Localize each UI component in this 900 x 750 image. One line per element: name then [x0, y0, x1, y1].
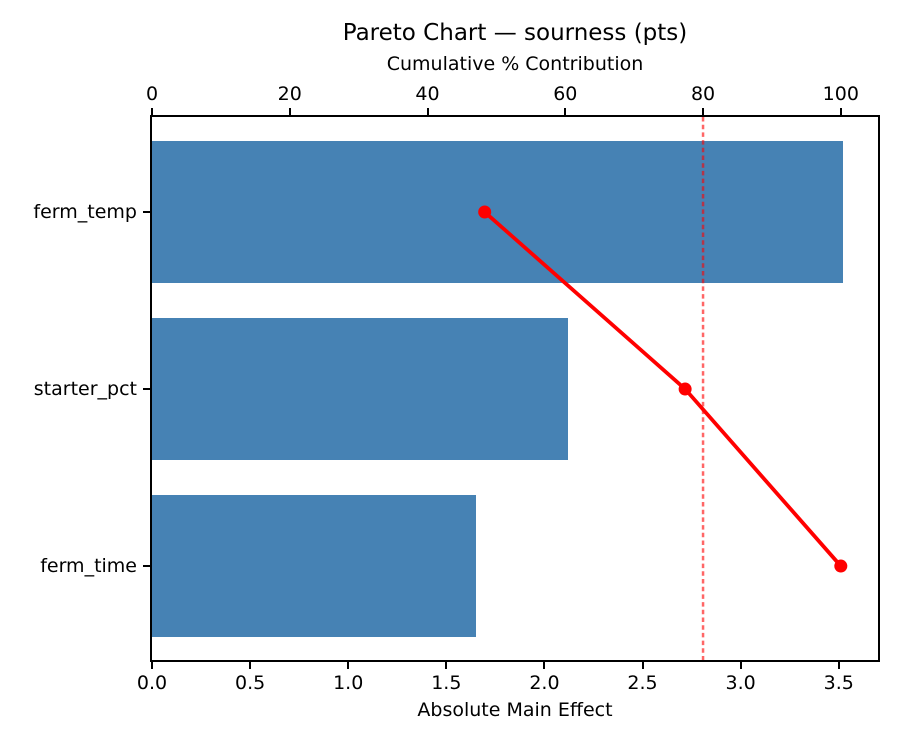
top-axis-label: Cumulative % Contribution [386, 53, 644, 75]
chart-title: Pareto Chart — sourness (pts) [342, 20, 688, 46]
y-tick [143, 565, 150, 568]
x-tick [739, 662, 742, 669]
cumulative-marker-ferm_time [834, 559, 848, 573]
x-tick [543, 662, 546, 669]
bottom-axis-label: Absolute Main Effect [417, 699, 613, 721]
x-tick [837, 662, 840, 669]
bar-ferm_time [152, 495, 476, 637]
x-tick [347, 662, 350, 669]
top-tick [702, 108, 705, 115]
top-tick-label: 40 [415, 83, 440, 105]
x-tick [641, 662, 644, 669]
top-tick [288, 108, 291, 115]
top-tick-label: 20 [277, 83, 302, 105]
y-tick [143, 211, 150, 214]
top-tick [839, 108, 842, 115]
bar-starter_pct [152, 318, 568, 460]
top-tick [564, 108, 567, 115]
x-tick-label: 3.0 [725, 672, 756, 694]
x-tick-label: 2.5 [627, 672, 658, 694]
top-tick-label: 0 [145, 83, 159, 105]
cumulative-line-overlay [478, 117, 848, 660]
bar-ferm_temp [152, 141, 843, 283]
y-tick [143, 388, 150, 391]
top-tick-label: 80 [690, 83, 716, 105]
cumulative-marker-starter_pct [678, 382, 692, 396]
top-tick [426, 108, 429, 115]
y-tick-label-ferm_time: ferm_time [40, 555, 137, 578]
x-tick-label: 0.5 [234, 672, 266, 694]
y-tick-label-starter_pct: starter_pct [33, 378, 137, 401]
top-tick-label: 100 [822, 83, 859, 105]
x-tick-label: 2.0 [529, 672, 560, 694]
top-tick-label: 60 [553, 83, 578, 105]
cumulative-marker-ferm_temp [478, 205, 492, 219]
top-tick [151, 108, 153, 115]
cumulative-line [483, 210, 843, 568]
x-tick-label: 3.5 [823, 672, 854, 694]
y-tick-label-ferm_temp: ferm_temp [33, 201, 137, 224]
x-tick-label: 1.0 [333, 672, 364, 694]
x-tick-label: 1.5 [431, 672, 462, 694]
x-tick [249, 662, 252, 669]
x-tick-label: 0.0 [136, 672, 168, 694]
x-tick [151, 662, 153, 669]
x-tick [445, 662, 448, 669]
plot-area: 0.0 0.5 1.0 1.5 2.0 2.5 3.0 3.5 0 20 40 60 80 100 ferm… [33, 83, 880, 694]
